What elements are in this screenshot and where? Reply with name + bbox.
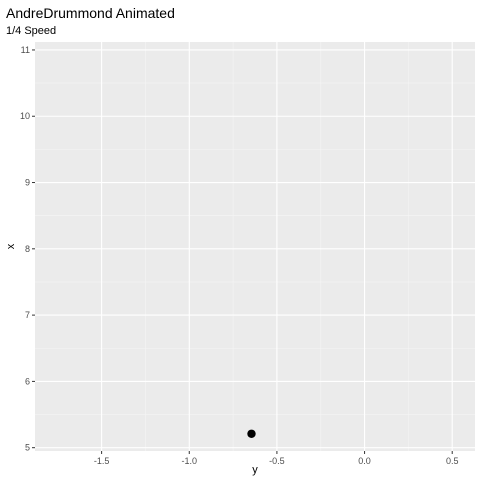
y-axis-title: x — [5, 243, 17, 249]
chart-subtitle: 1/4 Speed — [6, 25, 56, 37]
x-tick-label: 0.0 — [358, 456, 371, 466]
x-tick-label: -1.5 — [94, 456, 110, 466]
minor-gridlines — [35, 42, 475, 451]
data-point — [247, 429, 256, 438]
data-points — [247, 429, 256, 438]
x-tick-label: -0.5 — [269, 456, 285, 466]
y-tick-label: 10 — [20, 111, 30, 121]
chart-title: AndreDrummond Animated — [6, 5, 175, 21]
y-tick-label: 6 — [25, 376, 30, 386]
plot-panel — [35, 42, 475, 451]
major-gridlines — [35, 42, 475, 451]
x-tick-label: -1.0 — [182, 456, 198, 466]
x-tick-label: 0.5 — [446, 456, 459, 466]
y-tick-label: 7 — [25, 310, 30, 320]
y-tick-label: 8 — [25, 244, 30, 254]
y-tick-label: 9 — [25, 178, 30, 188]
x-axis-title: y — [252, 464, 258, 476]
y-tick-label: 11 — [21, 45, 30, 55]
axis-ticks: -1.5 -1.0 -0.5 0.0 0.5 5 6 7 8 9 10 11 — [20, 45, 458, 466]
y-tick-label: 5 — [25, 443, 30, 453]
